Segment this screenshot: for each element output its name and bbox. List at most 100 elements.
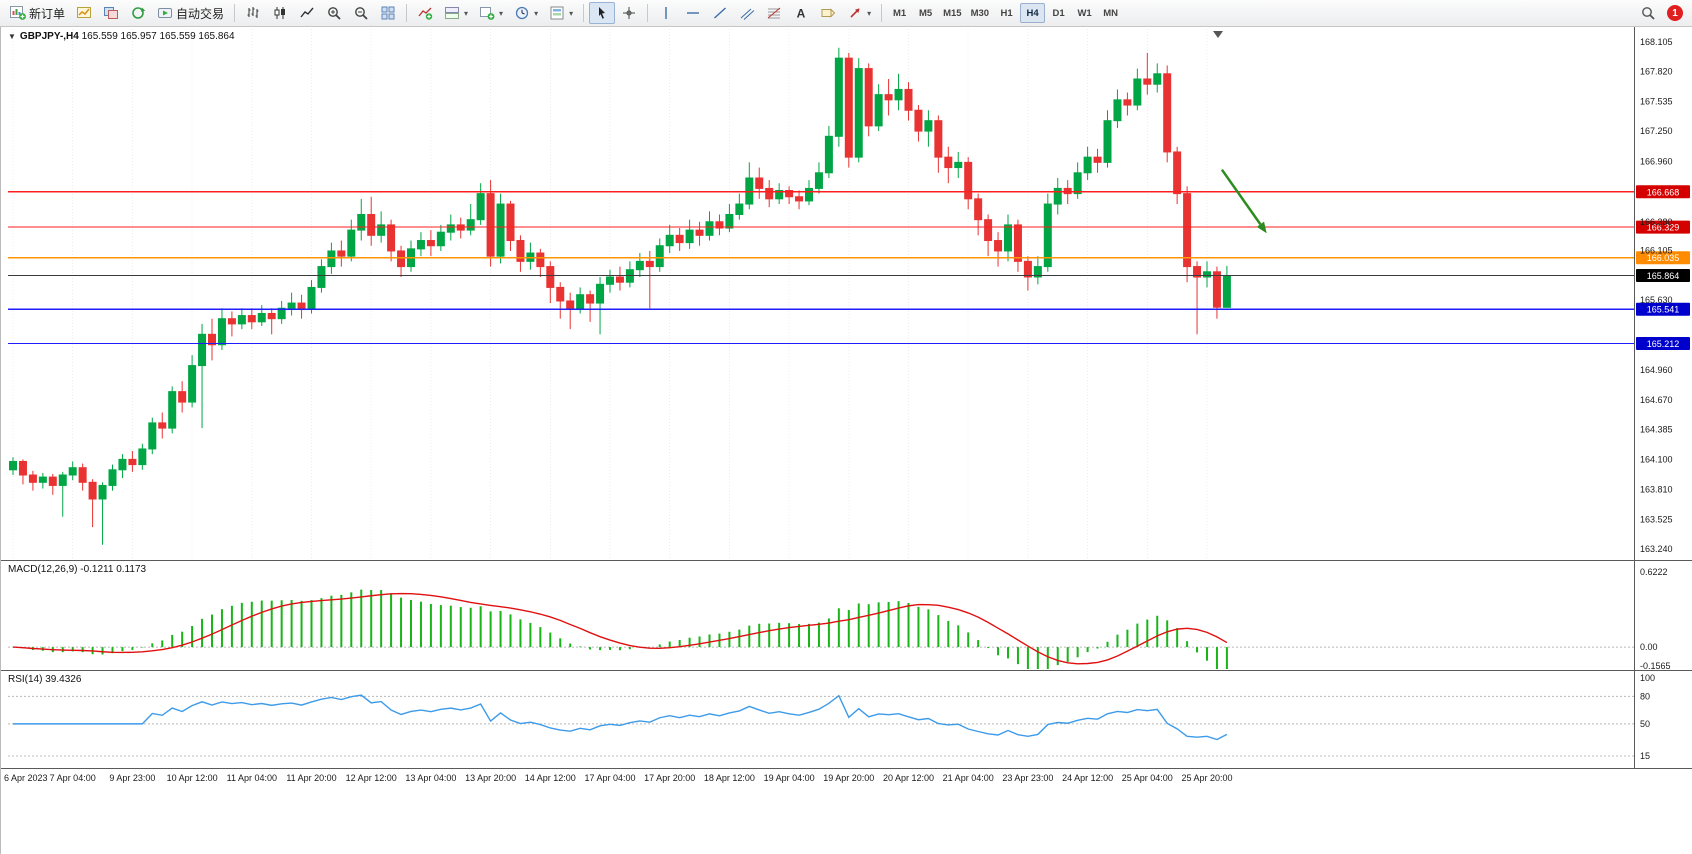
dropdown-caret-icon: ▾ — [867, 8, 872, 18]
svg-text:166.668: 166.668 — [1647, 187, 1680, 197]
svg-text:15: 15 — [1640, 751, 1650, 761]
new-order-button[interactable]: 新订单 — [5, 2, 70, 24]
label-tool-button[interactable] — [815, 2, 841, 24]
svg-text:165.630: 165.630 — [1640, 295, 1673, 305]
chart-ohlc-header: ▼ GBPJPY-,H4 165.559 165.957 165.559 165.… — [8, 31, 235, 42]
oneclick-collapse-icon[interactable]: ▼ — [8, 32, 16, 41]
svg-text:12 Apr 12:00: 12 Apr 12:00 — [346, 773, 397, 783]
svg-text:163.525: 163.525 — [1640, 514, 1673, 524]
timeframe-mn-button[interactable]: MN — [1098, 3, 1123, 23]
zoom-out-button[interactable] — [348, 2, 374, 24]
cursor-tool-button[interactable] — [589, 2, 616, 24]
indicator-windows-button[interactable]: ▾ — [439, 2, 473, 24]
channel-tool-button[interactable] — [734, 2, 760, 24]
horizontal-line-tool-button[interactable] — [680, 2, 706, 24]
bar-chart-button[interactable] — [240, 2, 266, 24]
svg-text:13 Apr 20:00: 13 Apr 20:00 — [465, 773, 516, 783]
svg-text:80: 80 — [1640, 691, 1650, 701]
text-icon: A — [797, 7, 806, 21]
svg-text:6 Apr 2023: 6 Apr 2023 — [4, 773, 48, 783]
autotrading-button[interactable]: 自动交易 — [152, 2, 229, 24]
trendline-tool-button[interactable] — [707, 2, 733, 24]
chart-canvas[interactable]: 166.668 166.329 166.035 165.541 165.212 165.8… — [0, 27, 1692, 854]
svg-text:166.380: 166.380 — [1640, 217, 1673, 227]
svg-text:19 Apr 20:00: 19 Apr 20:00 — [823, 773, 874, 783]
notification-badge[interactable]: 1 — [1667, 5, 1683, 21]
tile-windows-button[interactable] — [375, 2, 401, 24]
zoom-in-button[interactable] — [321, 2, 347, 24]
crosshair-icon — [623, 7, 636, 19]
separator — [881, 4, 883, 22]
periods-button[interactable]: ▾ — [509, 2, 543, 24]
timeframe-h1-button[interactable]: H1 — [994, 3, 1019, 23]
autotrading-label: 自动交易 — [176, 6, 225, 21]
svg-text:20 Apr 12:00: 20 Apr 12:00 — [883, 773, 934, 783]
macd-signal-value: 0.1173 — [116, 564, 147, 575]
fibonacci-tool-button[interactable] — [761, 2, 787, 24]
search-button[interactable] — [1635, 2, 1661, 24]
candles-layer — [9, 47, 1231, 545]
new-chart-icon — [77, 7, 92, 18]
line-chart-button[interactable] — [294, 2, 320, 24]
ohlc-values: 165.559 165.957 165.559 165.864 — [81, 31, 235, 42]
line-chart-icon — [300, 7, 314, 18]
svg-text:165.864: 165.864 — [1647, 271, 1680, 281]
arrow-annotation[interactable] — [1220, 168, 1267, 234]
toolbar: 新订单 自动交易 — [0, 0, 1692, 27]
svg-text:164.670: 164.670 — [1640, 395, 1673, 405]
chart-shift-marker-icon[interactable] — [1213, 31, 1223, 38]
cursor-icon — [599, 7, 606, 19]
profiles-button[interactable] — [98, 2, 124, 24]
candlestick-chart-icon — [274, 7, 286, 19]
crosshair-tool-button[interactable] — [616, 2, 642, 24]
timeframe-m15-button[interactable]: M15 — [939, 3, 965, 23]
indicators-icon — [418, 7, 433, 20]
vertical-line-icon — [665, 7, 667, 19]
tile-windows-icon — [381, 6, 395, 20]
svg-text:A: A — [797, 7, 806, 21]
timeframe-w1-button[interactable]: W1 — [1072, 3, 1097, 23]
svg-text:7 Apr 04:00: 7 Apr 04:00 — [50, 773, 96, 783]
indicators-button[interactable] — [412, 2, 438, 24]
svg-text:21 Apr 04:00: 21 Apr 04:00 — [943, 773, 994, 783]
rsi-label: RSI(14) — [8, 674, 43, 685]
new-window-icon — [480, 7, 495, 20]
svg-text:25 Apr 20:00: 25 Apr 20:00 — [1181, 773, 1232, 783]
zoom-in-icon — [328, 7, 341, 20]
dropdown-caret-icon: ▾ — [534, 8, 539, 18]
fibonacci-icon — [767, 7, 781, 19]
svg-text:-0.1565: -0.1565 — [1640, 661, 1671, 671]
templates-button[interactable]: ▾ — [544, 2, 578, 24]
timeframe-h4-button[interactable]: H4 — [1020, 3, 1046, 23]
new-chart-button[interactable] — [71, 2, 97, 24]
macd-header: MACD(12,26,9) -0.1211 0.1173 — [8, 564, 146, 575]
timeframe-d1-button[interactable]: D1 — [1046, 3, 1071, 23]
text-tool-button[interactable]: A — [788, 2, 814, 24]
profiles-icon — [104, 7, 119, 19]
arrows-tool-button[interactable]: ▾ — [842, 2, 876, 24]
candlestick-chart-button[interactable] — [267, 2, 293, 24]
autotrading-icon — [158, 8, 173, 18]
svg-text:0.00: 0.00 — [1640, 642, 1658, 652]
vertical-line-tool-button[interactable] — [653, 2, 679, 24]
svg-text:24 Apr 12:00: 24 Apr 12:00 — [1062, 773, 1113, 783]
templates-icon — [550, 6, 564, 20]
macd-signal-line — [12, 592, 1228, 665]
svg-text:167.250: 167.250 — [1640, 126, 1673, 136]
timeframe-m30-button[interactable]: M30 — [967, 3, 993, 23]
timeframe-m5-button[interactable]: M5 — [913, 3, 938, 23]
symbol-period-label: GBPJPY-,H4 — [19, 31, 79, 42]
svg-text:10 Apr 12:00: 10 Apr 12:00 — [167, 773, 218, 783]
refresh-button[interactable] — [125, 2, 151, 24]
new-window-button[interactable]: ▾ — [474, 2, 508, 24]
svg-text:167.820: 167.820 — [1640, 67, 1673, 77]
separator — [234, 4, 236, 22]
separator — [647, 4, 649, 22]
svg-text:164.960: 164.960 — [1640, 365, 1673, 375]
refresh-icon — [132, 7, 146, 19]
bar-chart-icon — [247, 7, 259, 18]
toolbar-right-group: 1 — [1635, 2, 1687, 24]
svg-text:165.541: 165.541 — [1647, 305, 1680, 315]
timeframe-m1-button[interactable]: M1 — [887, 3, 912, 23]
